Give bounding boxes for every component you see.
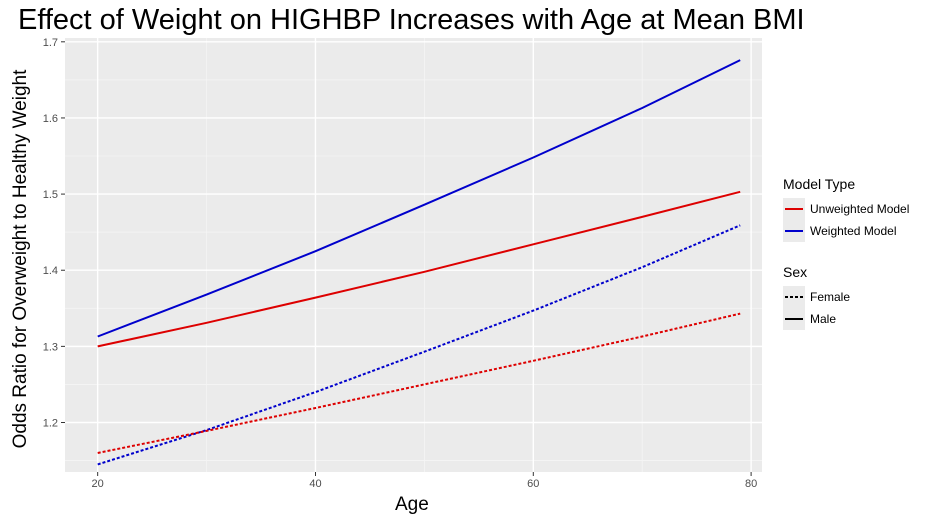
legend-key-male xyxy=(783,308,805,330)
legend-title-model-type: Model Type xyxy=(783,176,856,192)
plot-panel xyxy=(65,38,762,472)
x-tick-label: 40 xyxy=(309,478,321,490)
y-tick-label: 1.6 xyxy=(43,113,58,125)
series-line-unweighted-model-female xyxy=(97,312,741,454)
axis-ticks xyxy=(61,41,752,476)
legend-key-unweighted xyxy=(783,198,805,220)
legend-item-unweighted: Unweighted Model xyxy=(783,198,909,220)
x-tick-label: 80 xyxy=(745,478,757,490)
y-tick-label: 1.7 xyxy=(43,37,58,49)
y-tick-label: 1.5 xyxy=(43,189,58,201)
legend-item-male: Male xyxy=(783,308,909,330)
legend-item-weighted: Weighted Model xyxy=(783,220,909,242)
legend-key-weighted xyxy=(783,220,805,242)
x-tick-label: 20 xyxy=(92,478,104,490)
legend-label-unweighted: Unweighted Model xyxy=(810,202,910,216)
y-axis-label: Odds Ratio for Overweight to Healthy Wei… xyxy=(10,69,31,449)
chart-title: Effect of Weight on HIGHBP Increases wit… xyxy=(18,4,805,36)
series-layer xyxy=(97,59,741,466)
axis-tick-labels: 20 40 60 80 1.2 1.3 1.4 1.5 1.6 1.7 xyxy=(43,37,758,490)
x-tick-label: 60 xyxy=(527,478,539,490)
legend-model-type: Model Type Unweighted Model Weighted Mod… xyxy=(783,176,909,242)
y-tick-label: 1.4 xyxy=(43,265,58,277)
x-axis-label: Age xyxy=(395,494,429,515)
legend-sex: Sex Female Male xyxy=(783,264,909,330)
series-line-weighted-model-female xyxy=(97,224,741,466)
y-tick-label: 1.3 xyxy=(43,341,58,353)
series-line-weighted-model-male xyxy=(97,59,741,338)
legend: Model Type Unweighted Model Weighted Mod… xyxy=(783,176,909,352)
legend-label-male: Male xyxy=(810,312,837,326)
legend-title-sex: Sex xyxy=(783,264,808,280)
legend-item-female: Female xyxy=(783,286,909,308)
legend-key-female xyxy=(783,286,805,308)
minor-gridlines xyxy=(65,38,762,472)
legend-label-weighted: Weighted Model xyxy=(810,224,897,238)
series-line-unweighted-model-male xyxy=(97,190,741,348)
legend-label-female: Female xyxy=(810,290,851,304)
major-gridlines xyxy=(65,38,762,472)
y-tick-label: 1.2 xyxy=(43,418,58,430)
